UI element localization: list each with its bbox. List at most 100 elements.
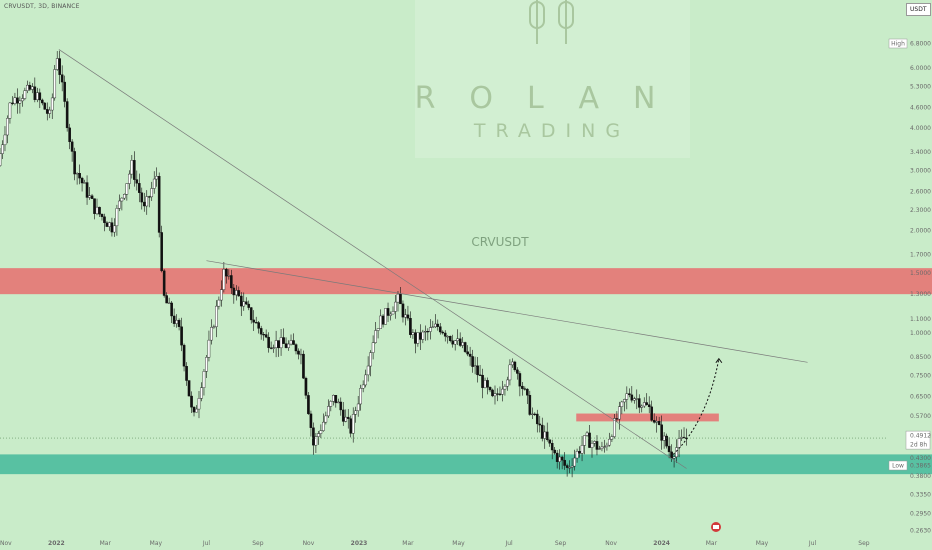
candle [0, 147, 2, 167]
candle-body [45, 109, 49, 114]
candle-body [277, 340, 280, 349]
candle-body [120, 197, 124, 202]
candle [657, 416, 661, 426]
candle-body [185, 366, 188, 381]
candle-body [496, 393, 499, 395]
candle-body [182, 344, 186, 367]
candle-body [411, 332, 415, 335]
candle-body [637, 398, 641, 408]
candle-body [568, 467, 571, 469]
candle-body [128, 173, 131, 184]
candle [272, 344, 275, 353]
candle [590, 440, 594, 458]
candle [558, 449, 561, 470]
candle [274, 330, 278, 358]
candle [38, 88, 42, 109]
candle-body [426, 331, 430, 333]
candle-body [555, 452, 559, 462]
candle [369, 350, 372, 377]
candle [65, 98, 69, 132]
candle [578, 446, 581, 458]
candle-body [222, 268, 226, 290]
time-tick-label: Sep [858, 540, 870, 547]
candle [307, 392, 310, 415]
candle-body [414, 332, 417, 344]
candle-body [90, 195, 94, 199]
candle-body [165, 295, 168, 304]
candle-body [625, 393, 629, 400]
candle-body [73, 151, 76, 175]
candle [538, 415, 542, 433]
candle [433, 314, 437, 329]
candle [304, 376, 308, 399]
candle [21, 94, 24, 107]
candle [540, 417, 544, 442]
candle-body [274, 340, 278, 348]
candle [254, 316, 258, 324]
candle [458, 332, 462, 348]
price-tick-label: 2.0000 [910, 227, 931, 234]
candle-body [535, 413, 539, 425]
candle-body [605, 444, 609, 447]
candle [289, 334, 293, 346]
candle-body [113, 225, 116, 233]
price-tick-label: 4.6000 [910, 104, 931, 111]
candle [341, 401, 345, 426]
time-tick-label: Mar [706, 540, 718, 547]
candle [55, 51, 59, 71]
candle [550, 439, 554, 460]
candle-body [118, 200, 121, 209]
candle [299, 348, 303, 365]
candle-body [324, 415, 328, 423]
candle-body [297, 350, 300, 355]
candle [339, 397, 343, 416]
time-tick-label: Sep [555, 540, 567, 547]
candle-body [334, 395, 338, 404]
candle-body [11, 102, 14, 104]
time-tick-label: Mar [100, 540, 112, 547]
candle-body [287, 343, 290, 348]
candle [625, 386, 629, 410]
candle-logo-icon [529, 0, 574, 44]
candle [565, 463, 569, 477]
candle [543, 425, 547, 449]
candle-body [675, 447, 678, 458]
candle [528, 390, 532, 416]
candle [217, 296, 221, 310]
candle [463, 341, 467, 354]
candle-body [125, 183, 129, 195]
candle-body [381, 315, 385, 325]
candle [142, 192, 146, 212]
candle-body [443, 332, 447, 337]
watermark: ROLAN TRADING CRVUSDT [415, 0, 690, 249]
candle-body [580, 445, 584, 454]
projection-arrowhead [715, 357, 723, 364]
candle-body [135, 179, 139, 184]
candle-body [93, 198, 96, 214]
candle-body [341, 409, 345, 422]
candle-body [210, 327, 213, 341]
candle [513, 360, 517, 372]
low-marker: Low 0.3865 [888, 460, 931, 471]
candle-body [205, 357, 208, 372]
candle [167, 297, 171, 304]
candle [381, 314, 385, 328]
candle-body [217, 299, 221, 307]
candle-body [513, 361, 517, 371]
candle-body [220, 289, 223, 301]
candle [429, 319, 432, 340]
event-flag-icon[interactable] [711, 522, 721, 532]
candle [269, 341, 273, 350]
candle [652, 413, 656, 424]
candle [555, 450, 559, 469]
candle [506, 376, 509, 391]
candle-body [640, 405, 644, 408]
candle [568, 460, 571, 474]
candle-body [157, 176, 161, 233]
currency-selector[interactable]: USDT [906, 3, 931, 16]
candle [396, 290, 400, 312]
candle-body [254, 322, 258, 324]
candle [235, 285, 238, 301]
